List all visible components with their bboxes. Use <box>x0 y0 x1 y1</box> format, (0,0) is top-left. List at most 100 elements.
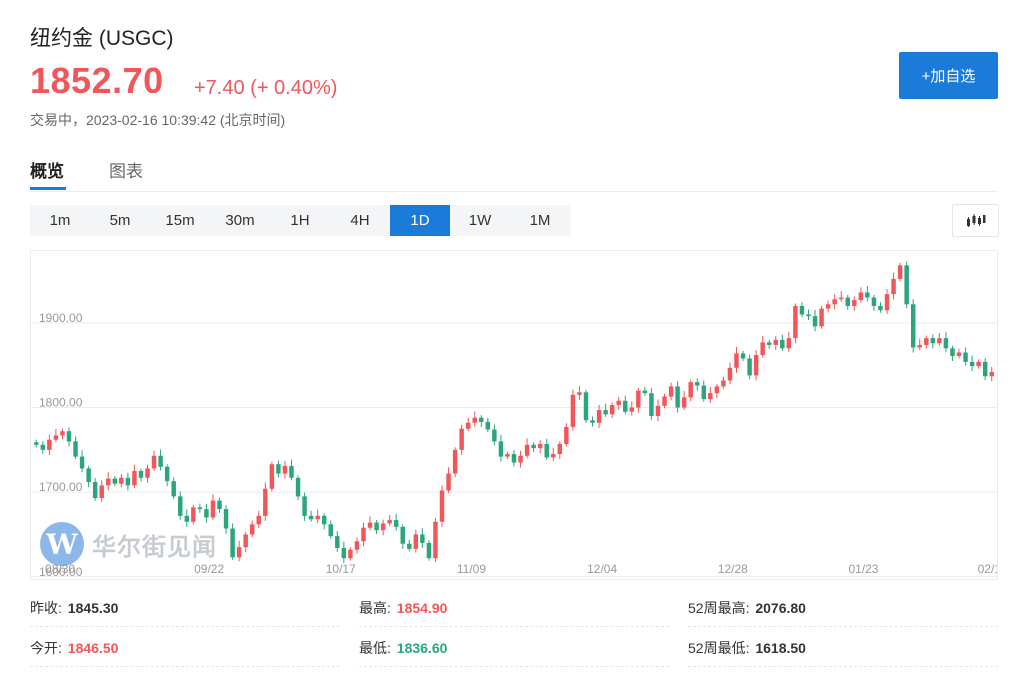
candle-body <box>649 393 654 416</box>
candle-body <box>636 390 641 408</box>
candle-body <box>969 361 975 367</box>
candle-body <box>256 515 262 525</box>
x-tick-label: 08/30 <box>45 562 75 576</box>
candle-body <box>276 464 281 474</box>
active-tab-indicator <box>30 187 66 190</box>
candle-body <box>191 507 196 522</box>
add-to-watchlist-button[interactable]: +加自选 <box>899 52 998 99</box>
candle-body <box>47 439 52 450</box>
candle-body <box>236 547 242 558</box>
candle-body <box>302 496 307 516</box>
period-1mo-button[interactable]: 1M <box>529 212 551 229</box>
candle-body <box>989 372 994 377</box>
period-selector: 1m 5m 15m 30m 1H 4H 1D 1W 1M <box>30 205 571 236</box>
candle-body <box>668 386 674 397</box>
candle-body <box>79 456 85 469</box>
candle-body <box>361 527 366 542</box>
candle-body <box>623 400 628 412</box>
candle-body <box>289 465 294 478</box>
52w-high-value: 2076.80 <box>755 600 806 616</box>
candle-body <box>950 348 955 356</box>
period-1d-button[interactable]: 1D <box>390 205 450 236</box>
candle-body <box>426 542 432 559</box>
stat-divider <box>359 666 669 668</box>
period-4h-button[interactable]: 4H <box>350 212 370 229</box>
candle-body <box>956 352 962 356</box>
candle-body <box>806 314 811 317</box>
candle-body <box>577 392 582 395</box>
candle-body <box>897 265 903 279</box>
period-5m-button[interactable]: 5m <box>109 212 131 229</box>
candle-body <box>164 466 170 482</box>
candle-body <box>524 444 530 456</box>
instrument-title: 纽约金 (USGC) <box>30 27 174 50</box>
candle-body <box>210 500 216 518</box>
stat-divider <box>30 666 340 668</box>
y-tick-label: 1800.00 <box>39 396 83 410</box>
tab-overview[interactable]: 概览 <box>30 162 64 181</box>
candle-body <box>609 405 615 415</box>
candle-body <box>930 338 936 344</box>
candle-body <box>701 385 707 400</box>
candle-body <box>714 386 720 394</box>
candle-body <box>753 355 759 376</box>
period-1w-button[interactable]: 1W <box>468 212 492 229</box>
candle-body <box>40 444 46 450</box>
prev-close-value: 1845.30 <box>67 600 119 616</box>
y-tick-label: 1700.00 <box>39 480 83 494</box>
candle-body <box>655 405 661 416</box>
candle-body <box>590 420 595 423</box>
candle-body <box>367 522 373 528</box>
period-1h-button[interactable]: 1H <box>290 212 310 229</box>
candle-body <box>178 496 183 516</box>
candle-body <box>766 342 772 345</box>
candle-body <box>793 306 798 339</box>
candle-body <box>407 543 412 549</box>
candle-body <box>511 454 517 463</box>
candle-body <box>282 465 288 474</box>
candle-body <box>465 422 471 429</box>
candle-body <box>852 300 857 306</box>
open-stat: 今开: 1846.50 <box>30 640 119 656</box>
candle-body <box>53 435 59 440</box>
candle-body <box>557 443 563 455</box>
candle-body <box>544 443 549 458</box>
period-30m-button[interactable]: 30m <box>225 212 255 229</box>
candle-body <box>963 352 968 362</box>
candle-body <box>871 297 877 306</box>
watermark: W 华尔街见闻 <box>40 522 217 566</box>
price-chart[interactable]: 1600.00 1700.00 1800.00 1900.00 08/30 09/22 10… <box>30 250 998 580</box>
tab-divider <box>30 191 998 192</box>
candle-body <box>662 396 667 406</box>
candle-body <box>780 339 785 349</box>
period-15m-button[interactable]: 15m <box>165 212 195 229</box>
candle-body <box>832 299 837 305</box>
candle-body <box>439 490 445 522</box>
52w-low-value: 1618.50 <box>755 640 806 656</box>
period-1m-button[interactable]: 1m <box>49 212 71 229</box>
candle-body <box>629 407 635 412</box>
candle-body <box>845 297 850 306</box>
candle-body <box>66 431 72 442</box>
high-value: 1854.90 <box>396 600 448 616</box>
tab-chart[interactable]: 图表 <box>109 162 143 181</box>
candle-body <box>413 534 419 549</box>
last-price: 1852.70 <box>30 60 164 101</box>
candle-body <box>125 477 131 486</box>
candle-body <box>786 338 792 349</box>
candle-body <box>825 304 831 309</box>
candle-body <box>819 308 824 327</box>
candle-body <box>132 471 137 486</box>
low-value: 1836.60 <box>396 640 448 656</box>
candle-body <box>171 481 176 497</box>
candle-body <box>740 353 746 359</box>
candle-body <box>354 541 360 550</box>
candle-body <box>721 380 726 387</box>
candle-body <box>708 393 713 400</box>
candle-body <box>34 442 39 445</box>
candle-body <box>145 468 150 478</box>
candle-body <box>734 353 739 368</box>
stat-divider <box>30 626 340 628</box>
chart-type-toggle[interactable] <box>952 204 999 237</box>
candle-body <box>688 382 693 398</box>
